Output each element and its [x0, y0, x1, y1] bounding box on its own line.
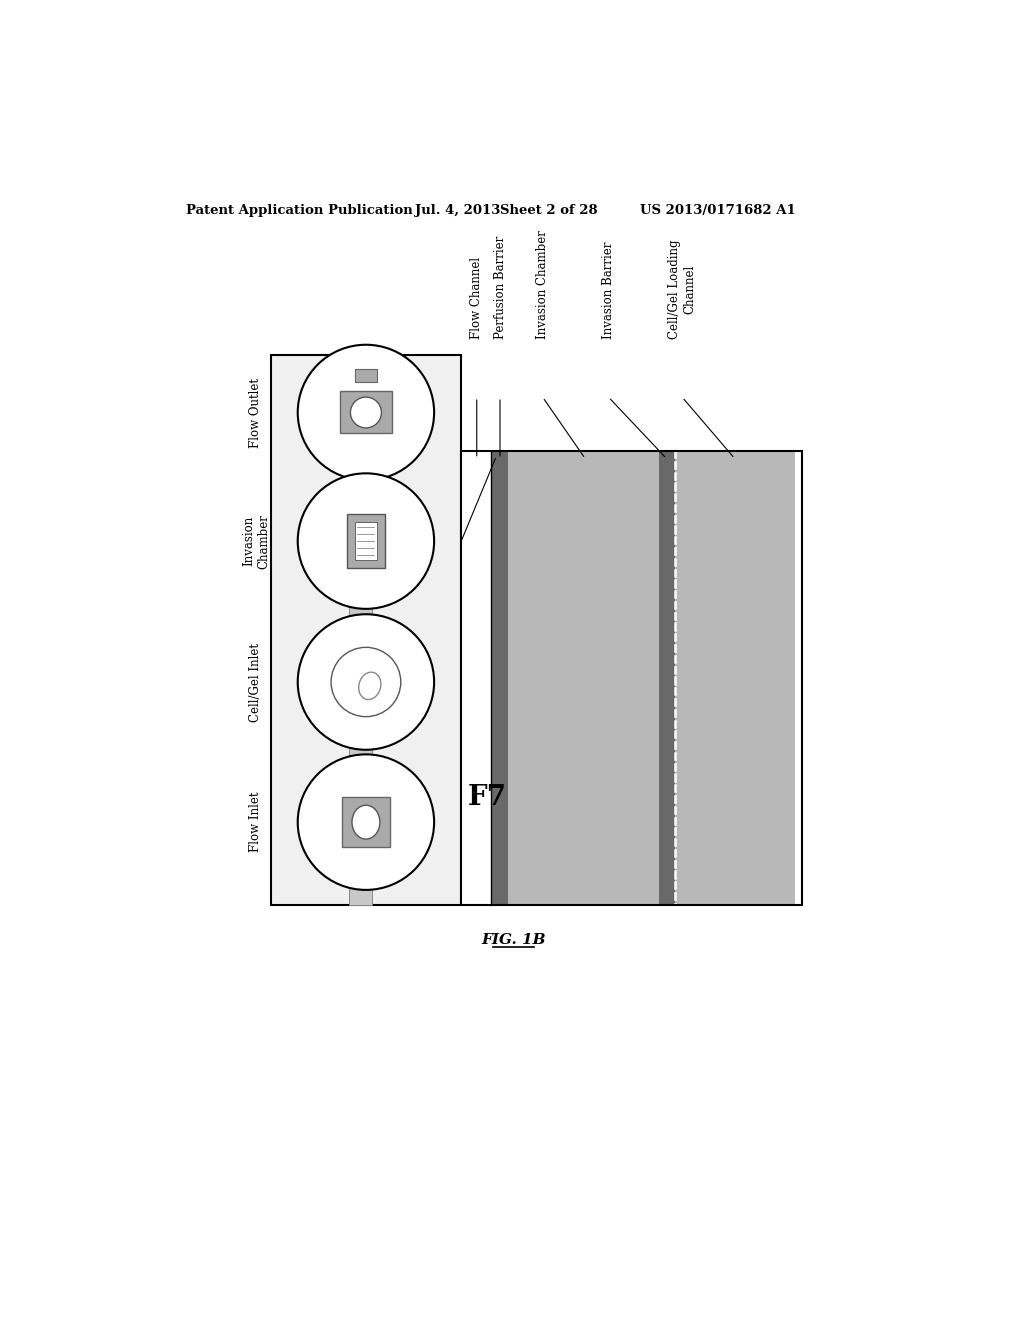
Ellipse shape [358, 672, 381, 700]
Text: Sheet 2 of 28: Sheet 2 of 28 [500, 205, 598, 218]
Circle shape [298, 755, 434, 890]
Text: Flow Inlet: Flow Inlet [250, 792, 262, 853]
Text: Invasion Chamber: Invasion Chamber [537, 231, 549, 339]
Text: F7: F7 [467, 784, 507, 810]
Bar [342, 797, 390, 847]
Bar [355, 370, 377, 381]
Bar [461, 451, 492, 906]
Text: Invasion
Chamber: Invasion Chamber [242, 513, 270, 569]
Bar [492, 451, 508, 906]
Text: Invasion Barrier: Invasion Barrier [602, 242, 615, 339]
Bar [349, 355, 372, 906]
Bar [675, 451, 795, 906]
Circle shape [350, 397, 381, 428]
Bar [658, 451, 675, 906]
Bar [340, 391, 392, 433]
Text: Jul. 4, 2013: Jul. 4, 2013 [415, 205, 500, 218]
Text: Perfusion Barrier: Perfusion Barrier [494, 236, 507, 339]
Circle shape [298, 345, 434, 480]
Ellipse shape [352, 805, 380, 840]
Text: FIG. 1B: FIG. 1B [481, 933, 546, 946]
Circle shape [298, 614, 434, 750]
Bar [461, 451, 802, 906]
Text: Cell/Gel Loading
Channel: Cell/Gel Loading Channel [668, 240, 696, 339]
Text: Cell/Gel Inlet: Cell/Gel Inlet [250, 643, 262, 722]
Circle shape [331, 647, 400, 717]
Bar [492, 451, 675, 906]
Text: Flow Outlet: Flow Outlet [250, 378, 262, 447]
Text: Flow Channel: Flow Channel [470, 257, 483, 339]
Bar [347, 515, 385, 568]
Bar [355, 521, 377, 561]
Circle shape [298, 474, 434, 609]
Text: US 2013/0171682 A1: US 2013/0171682 A1 [640, 205, 796, 218]
Bar [271, 355, 461, 906]
Text: Patent Application Publication: Patent Application Publication [186, 205, 413, 218]
